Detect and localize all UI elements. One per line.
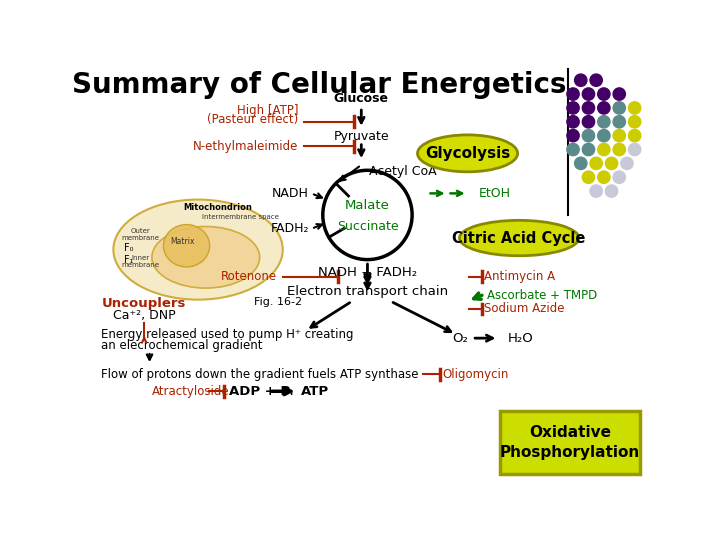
Text: F₁: F₁ xyxy=(124,255,133,265)
Text: Oxidative
Phosphorylation: Oxidative Phosphorylation xyxy=(500,426,640,460)
Circle shape xyxy=(582,116,595,128)
Text: EtOH: EtOH xyxy=(478,187,510,200)
Circle shape xyxy=(629,143,641,156)
Circle shape xyxy=(613,143,626,156)
Circle shape xyxy=(575,157,587,170)
Circle shape xyxy=(598,143,610,156)
Text: Electron transport chain: Electron transport chain xyxy=(287,286,448,299)
Circle shape xyxy=(613,88,626,100)
Text: FADH₂: FADH₂ xyxy=(271,222,309,235)
Text: an elecrochemical gradient: an elecrochemical gradient xyxy=(101,339,263,352)
Text: Outer
membrane: Outer membrane xyxy=(121,228,159,241)
Text: Malate: Malate xyxy=(345,199,390,212)
Circle shape xyxy=(598,116,610,128)
Text: O₂: O₂ xyxy=(452,332,468,345)
Circle shape xyxy=(606,185,618,197)
Circle shape xyxy=(613,130,626,142)
Text: Inner
membrane: Inner membrane xyxy=(121,255,159,268)
Circle shape xyxy=(629,130,641,142)
Text: Sodium Azide: Sodium Azide xyxy=(485,302,565,315)
Text: Ascorbate + TMPD: Ascorbate + TMPD xyxy=(487,289,597,302)
Circle shape xyxy=(590,157,603,170)
Circle shape xyxy=(582,143,595,156)
Circle shape xyxy=(598,88,610,100)
Circle shape xyxy=(582,88,595,100)
Text: Summary of Cellular Energetics: Summary of Cellular Energetics xyxy=(72,71,566,99)
Circle shape xyxy=(582,171,595,184)
Text: (Pasteur effect): (Pasteur effect) xyxy=(207,113,298,126)
Text: Glucose: Glucose xyxy=(334,92,389,105)
Text: Oligomycin: Oligomycin xyxy=(442,368,508,381)
Circle shape xyxy=(629,102,641,114)
Text: NADH: NADH xyxy=(272,187,309,200)
Text: Matrix: Matrix xyxy=(171,238,195,246)
Circle shape xyxy=(567,116,579,128)
Text: Glycolysis: Glycolysis xyxy=(425,146,510,161)
Text: ADP + Pᵢ: ADP + Pᵢ xyxy=(229,385,293,398)
Text: Uncouplers: Uncouplers xyxy=(102,297,186,310)
Text: Energy released used to pump H⁺ creating: Energy released used to pump H⁺ creating xyxy=(101,328,354,341)
Circle shape xyxy=(567,143,579,156)
Circle shape xyxy=(575,74,587,86)
Circle shape xyxy=(613,171,626,184)
Circle shape xyxy=(567,102,579,114)
Circle shape xyxy=(582,102,595,114)
Circle shape xyxy=(613,102,626,114)
Text: Acetyl CoA: Acetyl CoA xyxy=(369,165,436,178)
Ellipse shape xyxy=(113,200,283,300)
Circle shape xyxy=(598,171,610,184)
Text: N-ethylmaleimide: N-ethylmaleimide xyxy=(193,140,298,153)
Text: High [ATP]: High [ATP] xyxy=(237,104,298,117)
Ellipse shape xyxy=(163,225,210,267)
Circle shape xyxy=(567,88,579,100)
Text: Pyruvate: Pyruvate xyxy=(333,130,389,143)
Text: Flow of protons down the gradient fuels ATP synthase: Flow of protons down the gradient fuels … xyxy=(101,368,418,381)
Circle shape xyxy=(598,130,610,142)
Text: ATP: ATP xyxy=(301,385,329,398)
Text: Atractyloside: Atractyloside xyxy=(152,385,230,398)
Circle shape xyxy=(590,74,603,86)
Ellipse shape xyxy=(459,220,579,256)
Text: Rotenone: Rotenone xyxy=(220,270,276,283)
Circle shape xyxy=(567,130,579,142)
Text: Citric Acid Cycle: Citric Acid Cycle xyxy=(452,231,586,246)
Text: Fig. 16-2: Fig. 16-2 xyxy=(253,297,302,307)
Circle shape xyxy=(598,102,610,114)
Circle shape xyxy=(582,130,595,142)
Text: NADH + FADH₂: NADH + FADH₂ xyxy=(318,266,417,279)
Text: Succinate: Succinate xyxy=(337,220,398,233)
Ellipse shape xyxy=(418,135,518,172)
Circle shape xyxy=(621,157,633,170)
Text: Antimycin A: Antimycin A xyxy=(485,270,556,283)
Circle shape xyxy=(606,157,618,170)
Ellipse shape xyxy=(152,226,260,288)
Text: Mitochondrion: Mitochondrion xyxy=(183,202,252,212)
Text: Ca⁺², DNP: Ca⁺², DNP xyxy=(113,308,176,321)
Text: F₀: F₀ xyxy=(124,243,133,253)
Circle shape xyxy=(590,185,603,197)
Circle shape xyxy=(613,116,626,128)
Text: Intermembrane space: Intermembrane space xyxy=(202,214,279,220)
Text: H₂O: H₂O xyxy=(508,332,534,345)
FancyBboxPatch shape xyxy=(500,411,640,475)
Circle shape xyxy=(629,116,641,128)
